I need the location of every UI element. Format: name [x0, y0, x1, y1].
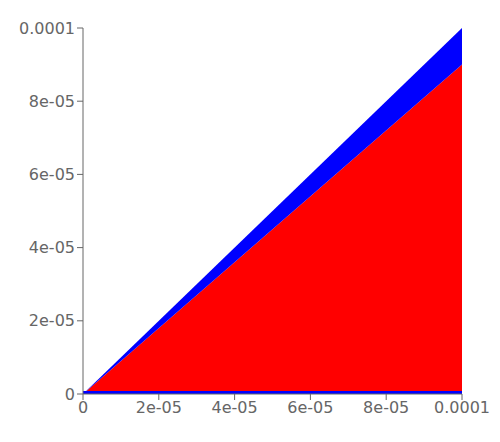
svg-text:8e-05: 8e-05	[29, 92, 75, 111]
svg-text:0.0001: 0.0001	[19, 19, 75, 38]
svg-text:4e-05: 4e-05	[29, 238, 75, 257]
svg-text:2e-05: 2e-05	[29, 311, 75, 330]
svg-text:0: 0	[65, 385, 75, 404]
svg-text:6e-05: 6e-05	[29, 165, 75, 184]
svg-text:2e-05: 2e-05	[136, 398, 182, 417]
svg-text:4e-05: 4e-05	[212, 398, 258, 417]
svg-text:8e-05: 8e-05	[363, 398, 409, 417]
svg-text:6e-05: 6e-05	[287, 398, 333, 417]
svg-text:0.0001: 0.0001	[434, 398, 490, 417]
svg-text:0: 0	[78, 398, 88, 417]
